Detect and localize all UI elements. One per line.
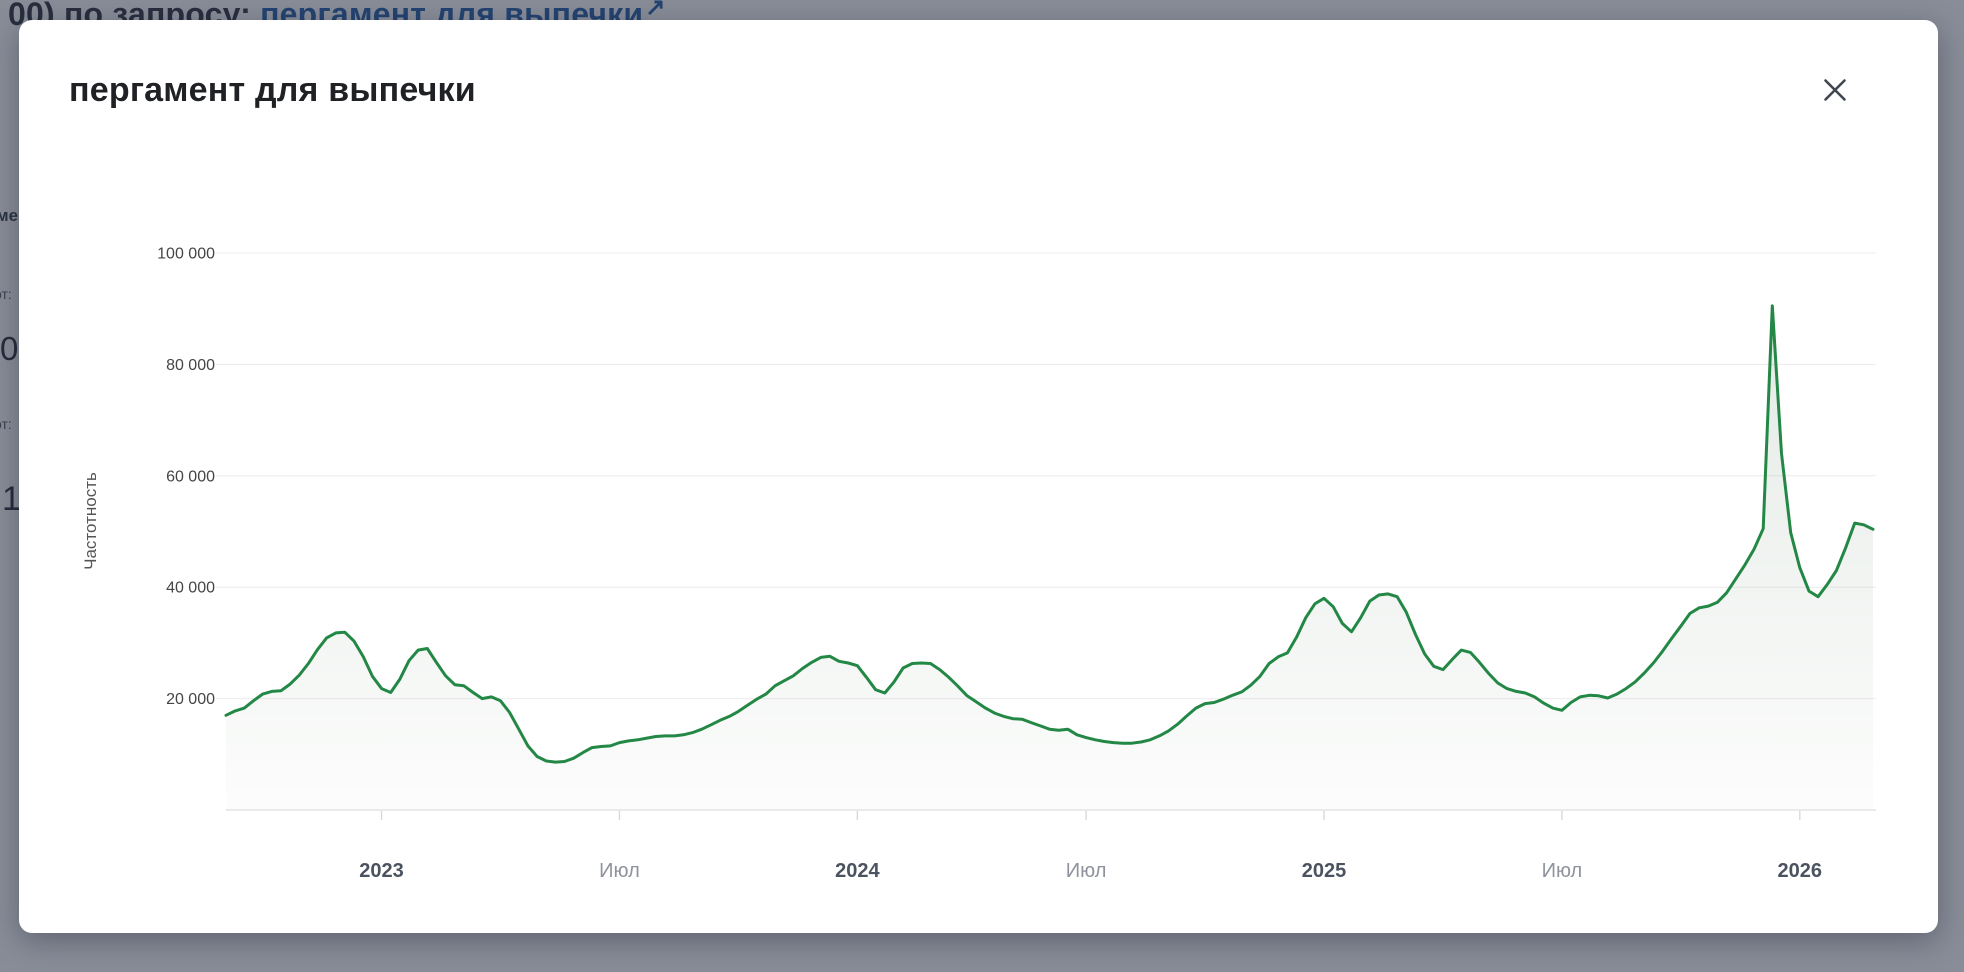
query-frequency-modal: пергамент для выпечки 20 000 40 000 60 000… [19, 20, 1938, 933]
chart-axes [226, 809, 1876, 820]
chart-axis-labels: 20 000 40 000 60 000 80 000 100 000 2023 Июл 20… [81, 246, 1822, 883]
svg-text:Частотность: Частотность [81, 472, 100, 570]
frequency-chart: 20 000 40 000 60 000 80 000 100 000 2023 Июл 20… [81, 246, 1876, 883]
close-icon [1824, 79, 1846, 101]
svg-text:40 000: 40 000 [166, 580, 215, 597]
frequency-chart-container: 20 000 40 000 60 000 80 000 100 000 2023 Июл 20… [19, 20, 1938, 933]
svg-text:60 000: 60 000 [166, 468, 215, 485]
svg-text:2023: 2023 [359, 860, 404, 882]
svg-text:Июл: Июл [1066, 860, 1107, 882]
svg-text:Июл: Июл [599, 860, 640, 882]
svg-text:Июл: Июл [1542, 860, 1583, 882]
svg-text:2025: 2025 [1302, 860, 1347, 882]
svg-text:20 000: 20 000 [166, 691, 215, 708]
chart-area-fill [226, 305, 1873, 810]
modal-title: пергамент для выпечки [69, 71, 476, 109]
svg-text:2026: 2026 [1778, 860, 1823, 882]
svg-text:2024: 2024 [835, 860, 880, 882]
svg-text:80 000: 80 000 [166, 357, 215, 374]
svg-text:100 000: 100 000 [157, 246, 215, 263]
chart-series-line [224, 304, 1875, 764]
close-button[interactable] [1813, 68, 1857, 112]
chart-gridlines [216, 252, 1876, 700]
